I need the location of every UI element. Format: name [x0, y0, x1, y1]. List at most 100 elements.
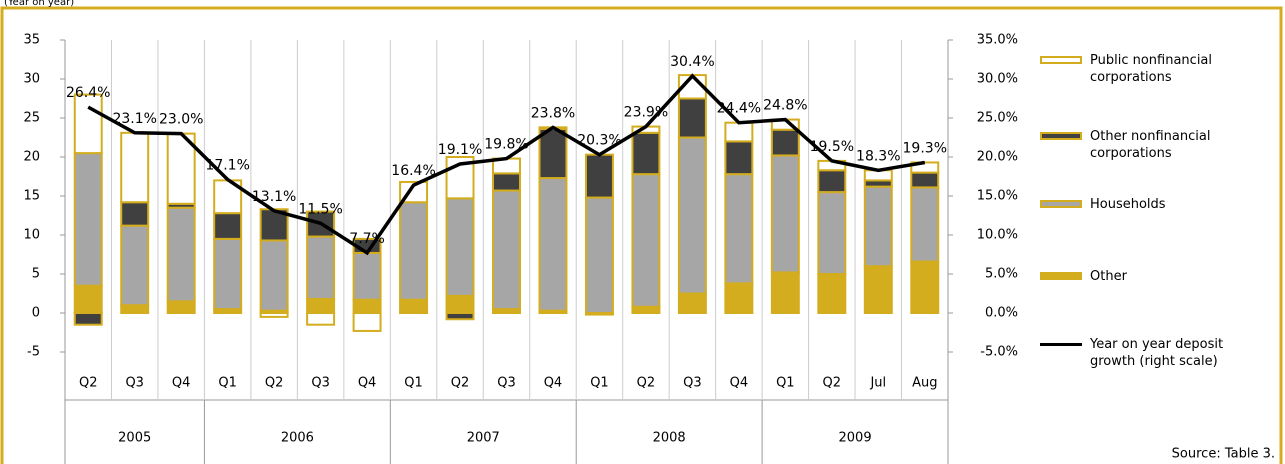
legend-swatch — [1040, 272, 1082, 280]
y-tick-label: 25 — [23, 111, 40, 126]
data-label: 11.5% — [298, 201, 342, 217]
x-tick-label: Q3 — [125, 376, 144, 391]
bar-segment — [73, 312, 103, 326]
y2-tick-label: -5.0% — [980, 345, 1018, 360]
y2-tick-label: 30.0% — [977, 72, 1018, 87]
x-tick-label: Q4 — [544, 376, 563, 391]
bar-segment — [166, 300, 196, 314]
legend-label: Public nonfinancial corporations — [1090, 53, 1213, 85]
y-tick-label: 5 — [32, 267, 40, 282]
legend-entry: Other — [1040, 268, 1280, 285]
bar-segment — [538, 127, 568, 180]
x-tick-label: Aug — [912, 376, 937, 391]
y2-tick-label: 35.0% — [977, 33, 1018, 48]
bar-segment — [724, 173, 754, 285]
data-label: 19.1% — [438, 142, 482, 158]
y-tick-label: 15 — [23, 189, 40, 204]
x-tick-label: Jul — [869, 376, 886, 391]
data-label: 30.4% — [670, 54, 714, 70]
data-label: 19.3% — [903, 140, 947, 156]
bar-segment — [724, 282, 754, 314]
legend-label: Other nonfinancial corporations — [1090, 129, 1211, 161]
legend-entry: Year on year deposit growth (right scale… — [1040, 336, 1280, 370]
bar-segment — [584, 196, 614, 314]
bar-segment — [677, 292, 707, 314]
y2-tick-label: 0.0% — [985, 306, 1018, 321]
bar-segment — [352, 298, 382, 314]
legend-label: Households — [1090, 197, 1166, 212]
bar-segment — [863, 185, 893, 268]
y2-tick-label: 10.0% — [977, 228, 1018, 243]
legend-swatch — [1040, 200, 1082, 208]
bar-segment — [306, 312, 336, 326]
bar-segment — [73, 93, 103, 155]
bar-segment — [120, 131, 150, 204]
data-label: 20.3% — [577, 133, 621, 149]
x-tick-label: Q4 — [172, 376, 191, 391]
bar-segment — [399, 298, 429, 314]
group-label: 2009 — [839, 431, 872, 446]
bar-segment — [770, 128, 800, 157]
y-tick-label: 10 — [23, 228, 40, 243]
bar-segment — [863, 265, 893, 315]
bar-segment — [306, 235, 336, 300]
y2-tick-label: 15.0% — [977, 189, 1018, 204]
bar-segment — [910, 171, 940, 189]
bar-segment — [120, 304, 150, 315]
group-label: 2008 — [653, 431, 686, 446]
data-label: 24.8% — [763, 98, 807, 114]
bar-segment — [213, 212, 243, 240]
bar-segment — [352, 251, 382, 301]
data-label: 18.3% — [856, 148, 900, 164]
bar-segment — [492, 189, 521, 311]
data-label: 19.5% — [810, 139, 854, 155]
y-tick-label: -5 — [27, 345, 40, 360]
source-note: Source: Table 3. — [1172, 447, 1275, 462]
data-label: 23.0% — [159, 112, 203, 128]
x-tick-label: Q2 — [637, 376, 656, 391]
legend-swatch — [1040, 56, 1082, 64]
y-tick-label: 0 — [32, 306, 40, 321]
legend-swatch — [1040, 343, 1082, 346]
x-tick-label: Q2 — [451, 376, 470, 391]
group-label: 2005 — [118, 431, 151, 446]
bar-segment — [724, 140, 754, 176]
data-label: 7.7% — [349, 231, 385, 247]
line-series — [87, 73, 926, 256]
bar-segment — [73, 152, 103, 287]
bar-segment — [445, 294, 475, 314]
data-label: 19.8% — [484, 137, 528, 153]
bar-segment — [817, 273, 847, 314]
bar-segment — [724, 121, 754, 143]
bar-segment — [677, 97, 707, 139]
bar-segment — [259, 312, 289, 318]
bar-segment — [445, 312, 475, 321]
bar-segment — [770, 271, 800, 315]
y2-tick-label: 25.0% — [977, 111, 1018, 126]
x-tick-label: Q2 — [79, 376, 98, 391]
bar-segment — [910, 260, 940, 314]
x-tick-label: Q1 — [776, 376, 795, 391]
bar-segment — [538, 177, 568, 312]
data-label: 23.8% — [531, 105, 575, 121]
bar-segment — [584, 153, 614, 199]
x-tick-label: Q4 — [358, 376, 377, 391]
data-label: 17.1% — [205, 158, 249, 174]
legend-entry: Households — [1040, 196, 1280, 213]
bar-segment — [445, 197, 475, 297]
y-tick-label: 20 — [23, 150, 40, 165]
data-label: 24.4% — [717, 101, 761, 117]
frame — [0, 6, 1283, 464]
bar-segment — [492, 172, 521, 192]
x-tick-label: Q2 — [823, 376, 842, 391]
y-tick-label: 35 — [23, 33, 40, 48]
y2-tick-label: 20.0% — [977, 150, 1018, 165]
bar-segment — [817, 169, 847, 194]
bar-segment — [631, 173, 661, 308]
x-tick-label: Q1 — [404, 376, 423, 391]
x-tick-label: Q3 — [683, 376, 702, 391]
legend-entry: Other nonfinancial corporations — [1040, 128, 1280, 162]
data-label: 26.4% — [66, 85, 110, 101]
